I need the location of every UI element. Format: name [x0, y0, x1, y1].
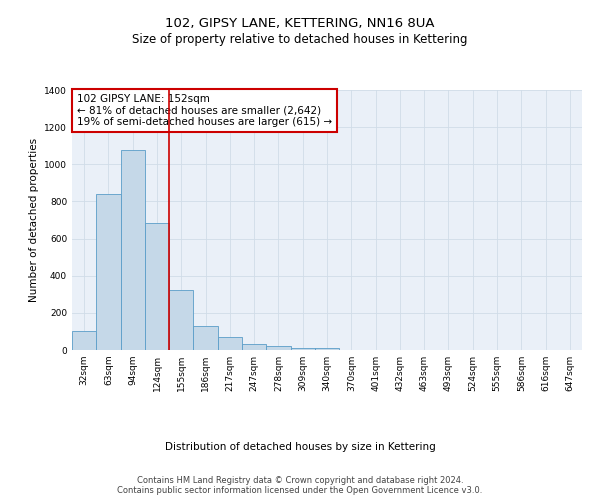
Text: Size of property relative to detached houses in Kettering: Size of property relative to detached ho…	[132, 32, 468, 46]
Bar	[315, 348, 339, 350]
Bar	[242, 344, 266, 350]
Text: Contains HM Land Registry data © Crown copyright and database right 2024.
Contai: Contains HM Land Registry data © Crown c…	[118, 476, 482, 495]
Y-axis label: Number of detached properties: Number of detached properties	[29, 138, 38, 302]
Bar	[218, 338, 242, 350]
Bar	[72, 332, 96, 350]
Text: Distribution of detached houses by size in Kettering: Distribution of detached houses by size …	[164, 442, 436, 452]
Bar	[121, 150, 145, 350]
Bar	[266, 346, 290, 350]
Text: 102, GIPSY LANE, KETTERING, NN16 8UA: 102, GIPSY LANE, KETTERING, NN16 8UA	[165, 18, 435, 30]
Bar	[169, 290, 193, 350]
Bar	[290, 348, 315, 350]
Bar	[193, 326, 218, 350]
Bar	[145, 223, 169, 350]
Bar	[96, 194, 121, 350]
Text: 102 GIPSY LANE: 152sqm
← 81% of detached houses are smaller (2,642)
19% of semi-: 102 GIPSY LANE: 152sqm ← 81% of detached…	[77, 94, 332, 127]
